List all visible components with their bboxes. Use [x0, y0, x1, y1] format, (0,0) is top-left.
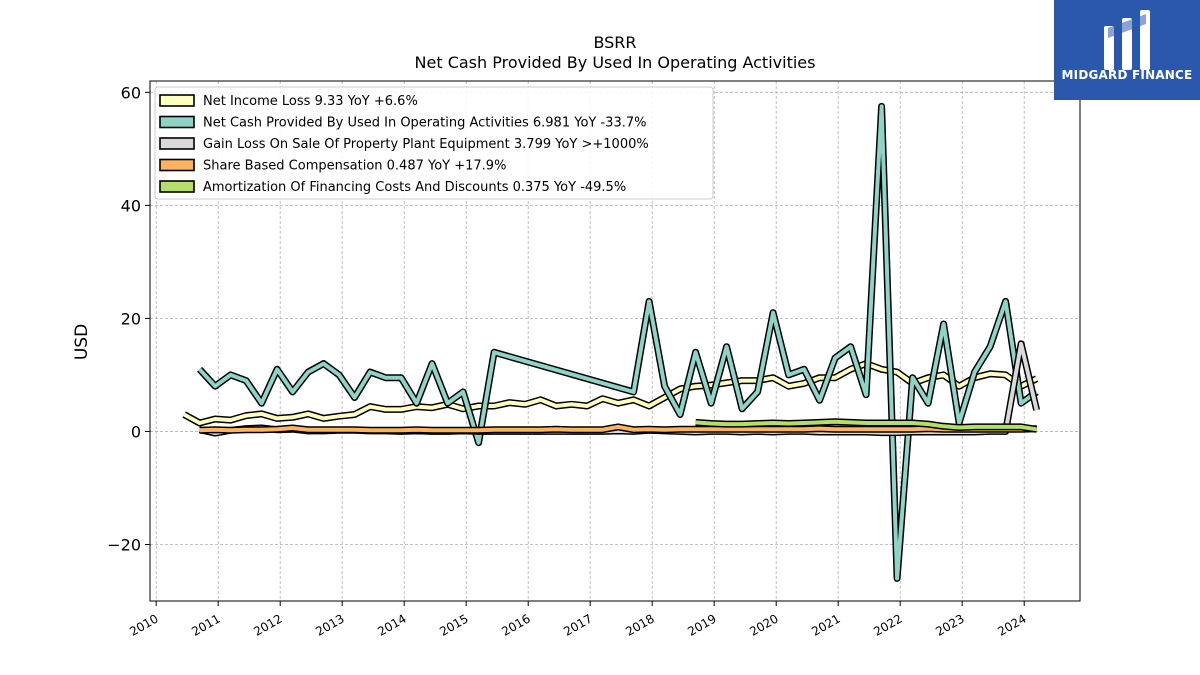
chart-subtitle: Net Cash Provided By Used In Operating A…: [415, 53, 816, 72]
x-tick-label: 2019: [685, 611, 718, 638]
x-tick-label: 2024: [995, 611, 1028, 638]
x-tick-label: 2018: [623, 611, 656, 638]
legend: Net Income Loss 9.33 YoY +6.6% Net Cash P…: [154, 86, 714, 200]
legend-swatch: [159, 158, 195, 172]
y-tick-label: 40: [121, 196, 141, 215]
x-tick-label: 2017: [561, 611, 594, 638]
legend-entry: Share Based Compensation 0.487 YoY +17.9…: [203, 159, 506, 174]
brand-logo-icon: [1104, 10, 1150, 70]
x-tick-label: 2015: [437, 611, 470, 638]
brand-logo-text: MIDGARD FINANCE: [1061, 68, 1193, 82]
x-tick-label: 2011: [189, 611, 222, 638]
series-line-stroke: [198, 104, 1038, 581]
series-layer: [182, 102, 1041, 582]
legend-entry: Net Cash Provided By Used In Operating A…: [203, 116, 646, 131]
x-tick-label: 2020: [747, 611, 780, 638]
series-line-stroke: [199, 424, 1037, 433]
legend-swatch: [159, 180, 195, 193]
legend-swatch: [159, 94, 195, 107]
legend-entry: Amortization Of Financing Costs And Disc…: [203, 180, 626, 195]
legend-entry: Net Income Loss 9.33 YoY +6.6%: [203, 94, 418, 109]
y-tick-label: 60: [121, 83, 141, 102]
x-tick-label: 2013: [313, 611, 346, 638]
legend-swatch: [159, 115, 195, 129]
y-axis: −20 0 20 40 60: [107, 83, 150, 554]
x-tick-label: 2012: [251, 611, 284, 638]
brand-logo: MIDGARD FINANCE: [1054, 0, 1200, 100]
series-line-stroke: [695, 419, 1037, 432]
x-tick-label: 2022: [871, 611, 904, 638]
series-line: [182, 360, 1039, 427]
series-line: [199, 423, 1037, 434]
y-tick-label: −20: [107, 535, 141, 554]
x-tick-label: 2021: [809, 611, 842, 638]
y-tick-label: 0: [131, 422, 141, 441]
series-line: [695, 418, 1038, 433]
y-tick-label: 20: [121, 309, 141, 328]
x-tick-label: 2014: [375, 611, 408, 638]
x-axis: 2010 2011 2012 2013 2014 2015 2016 2017 2018 2019…: [127, 601, 1029, 639]
chart-title: BSRR: [593, 33, 636, 52]
x-tick-label: 2023: [933, 611, 966, 638]
legend-swatch: [159, 137, 195, 150]
plot-frame: [149, 80, 1081, 602]
legend-box: [154, 86, 714, 200]
x-tick-label: 2010: [127, 611, 160, 638]
series-line: [197, 102, 1039, 582]
legend-entry: Gain Loss On Sale Of Property Plant Equi…: [203, 137, 649, 152]
x-tick-label: 2016: [499, 611, 532, 638]
series-line-stroke: [183, 361, 1038, 425]
y-axis-label: USD: [72, 324, 92, 360]
